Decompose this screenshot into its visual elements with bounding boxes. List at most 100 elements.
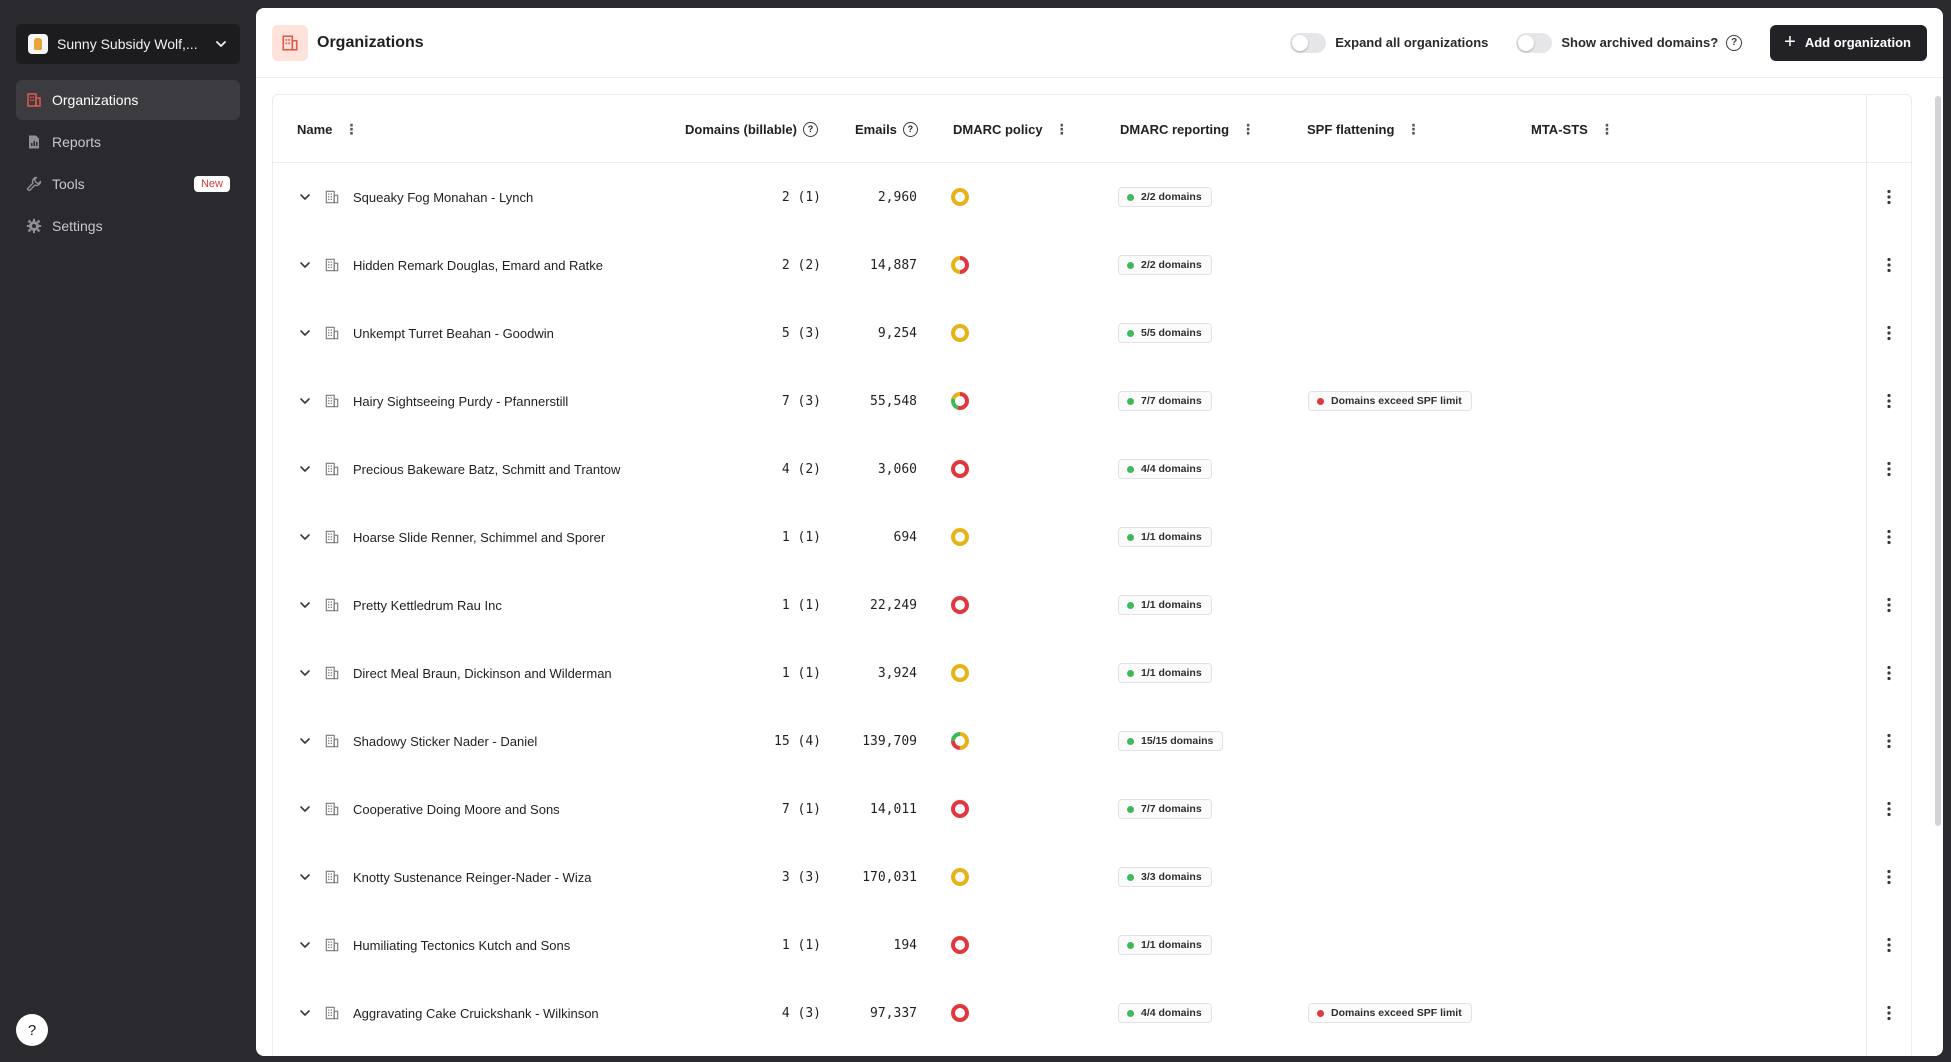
dmarc-policy-ring-icon [951, 435, 969, 503]
dmarc-reporting-text: 7/7 domains [1141, 395, 1202, 407]
table-row[interactable]: Direct Meal Braun, Dickinson and Wilderm… [273, 639, 1911, 707]
organization-name[interactable]: Humiliating Tectonics Kutch and Sons [353, 937, 571, 953]
emails-count: 3,924 [877, 665, 917, 681]
organization-name[interactable]: Unkempt Turret Beahan - Goodwin [353, 325, 554, 341]
dmarc-reporting-cell: 4/4 domains [1118, 979, 1212, 1047]
expand-row-chevron-icon[interactable] [295, 367, 315, 435]
table-row[interactable]: Aggravating Cake Cruickshank - Wilkinson… [273, 979, 1911, 1047]
main-panel: Organizations Expand all organizations S… [256, 8, 1943, 1056]
column-menu-icon[interactable]: ⋮ [1599, 120, 1614, 137]
column-header-dmarc-policy[interactable]: DMARC policy ⋮ [953, 95, 1069, 163]
column-menu-icon[interactable]: ⋮ [1054, 120, 1069, 137]
sidebar-item-organizations[interactable]: Organizations [16, 80, 240, 120]
column-header-dmarc-reporting[interactable]: DMARC reporting ⋮ [1120, 95, 1255, 163]
emails-count: 14,887 [870, 257, 917, 273]
building-icon [325, 707, 341, 775]
column-header-spf-flattening[interactable]: SPF flattening ⋮ [1307, 95, 1420, 163]
organization-name[interactable]: Knotty Sustenance Reinger-Nader - Wiza [353, 869, 592, 885]
dmarc-reporting-cell: 1/1 domains [1118, 911, 1212, 979]
help-circle-icon[interactable]: ? [1726, 34, 1743, 51]
table-row[interactable]: Squeaky Fog Monahan - Lynch 2 (1) 2,960 2/2… [273, 163, 1911, 231]
expand-row-chevron-icon[interactable] [295, 435, 315, 503]
page-title: Organizations [317, 33, 424, 51]
table-row[interactable]: Pretty Kettledrum Rau Inc 1 (1) 22,249 1/1 … [273, 571, 1911, 639]
row-menu-icon[interactable] [1881, 707, 1897, 775]
sidebar-nav: Organizations Reports Tools New Settings [16, 80, 240, 248]
scrollbar[interactable] [1935, 96, 1941, 826]
organization-name[interactable]: Cooperative Doing Moore and Sons [353, 801, 560, 817]
table-row[interactable]: Humiliating Tectonics Kutch and Sons 1 (1… [273, 911, 1911, 979]
organization-name[interactable]: Direct Meal Braun, Dickinson and Wilderm… [353, 665, 612, 681]
dmarc-reporting-text: 2/2 domains [1141, 259, 1202, 271]
dmarc-reporting-cell: 1/1 domains [1118, 639, 1212, 707]
sidebar-item-settings[interactable]: Settings [16, 206, 240, 246]
expand-row-chevron-icon[interactable] [295, 639, 315, 707]
add-organization-button[interactable]: + Add organization [1770, 24, 1927, 61]
status-dot [1317, 1009, 1324, 1017]
row-menu-icon[interactable] [1881, 911, 1897, 979]
dmarc-reporting-badge: 15/15 domains [1118, 731, 1224, 751]
row-menu-icon[interactable] [1881, 639, 1897, 707]
row-menu-icon[interactable] [1881, 231, 1897, 299]
actions-column-divider [1866, 95, 1867, 1056]
organization-name[interactable]: Precious Bakeware Batz, Schmitt and Tran… [353, 461, 621, 477]
table-row[interactable]: Hairy Sightseeing Purdy - Pfannerstill 7 … [273, 367, 1911, 435]
column-menu-icon[interactable]: ⋮ [344, 120, 359, 137]
column-header-emails[interactable]: Emails ? [855, 95, 918, 163]
building-icon [325, 435, 341, 503]
row-menu-icon[interactable] [1881, 163, 1897, 231]
organization-name[interactable]: Squeaky Fog Monahan - Lynch [353, 189, 534, 205]
domains-count: 2 (1) [781, 189, 821, 205]
expand-all-toggle[interactable] [1290, 32, 1327, 53]
help-button[interactable]: ? [16, 1014, 48, 1046]
sidebar-item-reports[interactable]: Reports [16, 122, 240, 162]
help-circle-icon[interactable]: ? [902, 121, 918, 137]
dmarc-policy-ring-icon [951, 367, 969, 435]
status-dot [1127, 873, 1134, 881]
row-menu-icon[interactable] [1881, 571, 1897, 639]
organization-name[interactable]: Shadowy Sticker Nader - Daniel [353, 733, 538, 749]
sidebar-item-tools[interactable]: Tools New [16, 164, 240, 204]
expand-row-chevron-icon[interactable] [295, 707, 315, 775]
row-menu-icon[interactable] [1881, 775, 1897, 843]
table-row[interactable]: Hoarse Slide Renner, Schimmel and Sporer… [273, 503, 1911, 571]
table-row[interactable]: Knotty Sustenance Reinger-Nader - Wiza 3 … [273, 843, 1911, 911]
table-row[interactable]: Hidden Remark Douglas, Emard and Ratke 2 … [273, 231, 1911, 299]
row-menu-icon[interactable] [1881, 367, 1897, 435]
expand-row-chevron-icon[interactable] [295, 979, 315, 1047]
expand-row-chevron-icon[interactable] [295, 231, 315, 299]
column-header-mta-sts[interactable]: MTA-STS ⋮ [1531, 95, 1614, 163]
organization-name[interactable]: Hairy Sightseeing Purdy - Pfannerstill [353, 393, 569, 409]
expand-row-chevron-icon[interactable] [295, 775, 315, 843]
expand-row-chevron-icon[interactable] [295, 299, 315, 367]
table-row[interactable]: Precious Bakeware Batz, Schmitt and Tran… [273, 435, 1911, 503]
domains-count: 1 (1) [781, 597, 821, 613]
table-row[interactable]: Unkempt Turret Beahan - Goodwin 5 (3) 9,25… [273, 299, 1911, 367]
organization-name[interactable]: Pretty Kettledrum Rau Inc [353, 597, 502, 613]
organization-name[interactable]: Aggravating Cake Cruickshank - Wilkinson [353, 1005, 599, 1021]
row-menu-icon[interactable] [1881, 979, 1897, 1047]
column-menu-icon[interactable]: ⋮ [1241, 120, 1256, 137]
expand-row-chevron-icon[interactable] [295, 911, 315, 979]
row-menu-icon[interactable] [1881, 299, 1897, 367]
row-menu-icon[interactable] [1881, 503, 1897, 571]
expand-row-chevron-icon[interactable] [295, 163, 315, 231]
expand-row-chevron-icon[interactable] [295, 571, 315, 639]
expand-row-chevron-icon[interactable] [295, 843, 315, 911]
column-menu-icon[interactable]: ⋮ [1406, 120, 1421, 137]
emails-count: 694 [893, 529, 917, 545]
help-circle-icon[interactable]: ? [802, 121, 818, 137]
table-row[interactable]: Cooperative Doing Moore and Sons 7 (1) 14,… [273, 775, 1911, 843]
column-header-name[interactable]: Name ⋮ [297, 95, 358, 163]
row-menu-icon[interactable] [1881, 435, 1897, 503]
row-menu-icon[interactable] [1881, 843, 1897, 911]
dmarc-reporting-text: 1/1 domains [1141, 667, 1202, 679]
show-archived-toggle[interactable] [1516, 32, 1553, 53]
table-row[interactable]: Shadowy Sticker Nader - Daniel 15 (4) 139,… [273, 707, 1911, 775]
organization-name[interactable]: Hoarse Slide Renner, Schimmel and Sporer [353, 529, 606, 545]
organization-name[interactable]: Hidden Remark Douglas, Emard and Ratke [353, 257, 604, 273]
org-switcher[interactable]: Sunny Subsidy Wolf,... [16, 24, 240, 64]
expand-row-chevron-icon[interactable] [295, 503, 315, 571]
column-header-domains[interactable]: Domains (billable) ? [685, 95, 818, 163]
building-icon [325, 911, 341, 979]
